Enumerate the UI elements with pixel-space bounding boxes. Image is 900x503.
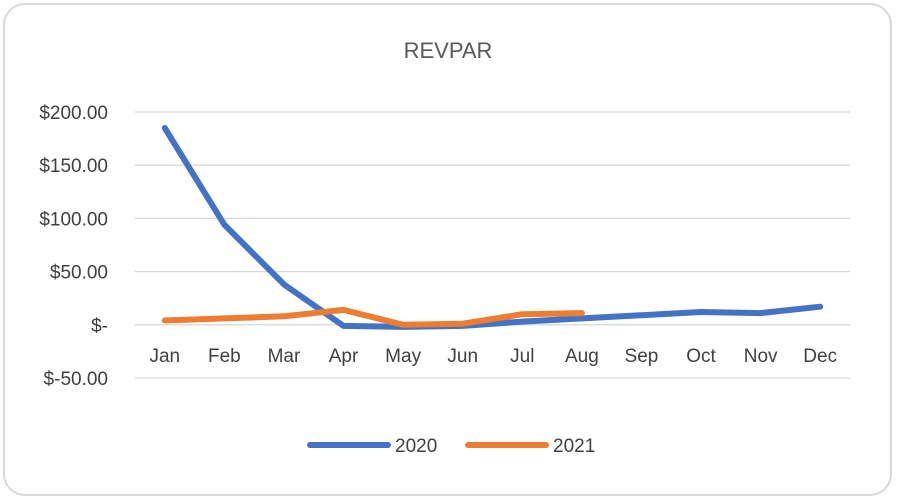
series-line-2021 xyxy=(161,306,585,328)
x-tick-label: Jan xyxy=(149,346,180,367)
y-tick-label: $-50.00 xyxy=(44,369,108,390)
x-tick-label: Jun xyxy=(447,346,478,367)
y-tick-label: $100.00 xyxy=(39,209,108,230)
y-tick-label: $50.00 xyxy=(50,263,108,284)
x-tick-label: Nov xyxy=(744,346,778,367)
x-tick-label: Mar xyxy=(268,346,301,367)
chart-frame xyxy=(3,3,892,496)
x-tick-label: Oct xyxy=(686,346,716,367)
y-tick-label: $150.00 xyxy=(39,156,108,177)
legend-label-2021: 2021 xyxy=(553,436,595,457)
x-tick-label: Dec xyxy=(803,346,837,367)
series-lines xyxy=(161,125,824,330)
x-axis-ticks: Jan Feb Mar Apr May Jun Jul Aug Sep Oct Nov Dec xyxy=(149,346,837,367)
x-tick-label: May xyxy=(385,346,421,367)
chart-title: REVPAR xyxy=(404,38,493,63)
legend-label-2020: 2020 xyxy=(395,436,437,457)
x-tick-label: Jul xyxy=(510,346,534,367)
x-tick-label: Aug xyxy=(565,346,599,367)
x-tick-label: Sep xyxy=(625,346,659,367)
series-line-2020 xyxy=(161,125,824,330)
legend: 2020 2021 xyxy=(307,436,595,457)
y-axis-ticks: $200.00 $150.00 $100.00 $50.00 $- $-50.00 xyxy=(39,103,108,390)
y-tick-label: $200.00 xyxy=(39,103,108,124)
x-tick-label: Feb xyxy=(208,346,241,367)
y-tick-label: $- xyxy=(91,316,108,337)
x-tick-label: Apr xyxy=(329,346,359,367)
